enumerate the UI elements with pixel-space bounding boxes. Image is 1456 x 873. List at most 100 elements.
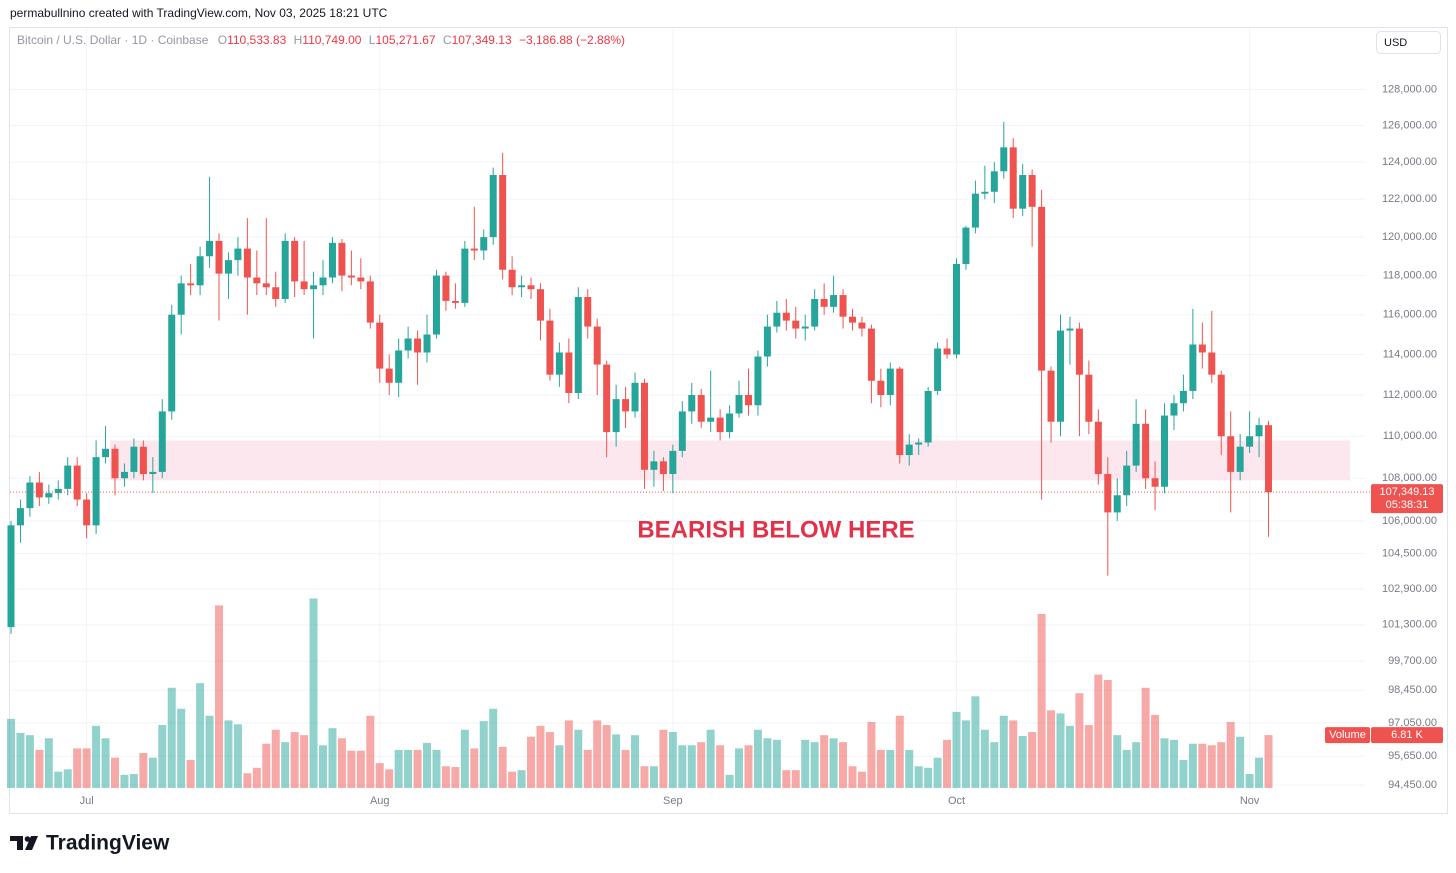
volume-bar — [290, 732, 299, 788]
volume-bar — [820, 735, 829, 788]
volume-bar — [555, 745, 564, 788]
grid-layer — [10, 28, 1365, 790]
volume-bar — [1169, 739, 1178, 788]
volume-bar — [829, 738, 838, 788]
candle-body — [376, 322, 384, 369]
candle-body — [442, 275, 450, 301]
candle-body — [414, 338, 422, 353]
volume-bar — [1151, 714, 1160, 788]
volume-bar — [735, 748, 744, 788]
overlay-layer: Jul Aug Sep Oct Nov BEARISH BELOW HERE 128,000… — [10, 83, 1443, 807]
volume-bar — [1264, 735, 1273, 788]
candle-body — [139, 446, 147, 475]
candle-body — [234, 248, 242, 261]
volume-bar — [498, 746, 507, 788]
currency[interactable]: USD — [1384, 37, 1407, 49]
volume-bar — [924, 767, 933, 788]
candle-body — [934, 348, 942, 391]
volume-bar — [810, 742, 819, 788]
candle-body — [773, 312, 781, 327]
candle-body — [697, 395, 705, 422]
volume-bar — [678, 745, 687, 788]
volume-bar — [687, 745, 696, 788]
candle-body — [224, 260, 232, 274]
volume-bar — [186, 760, 195, 788]
candle-body — [395, 350, 403, 383]
candle-body — [527, 285, 535, 290]
candle-body — [168, 314, 176, 412]
candle-body — [716, 417, 724, 433]
candle-body — [187, 283, 195, 286]
volume-bar — [1188, 743, 1197, 788]
candle-body — [73, 465, 81, 500]
volume-bar — [281, 742, 290, 788]
candle-body — [243, 248, 251, 278]
candle-body — [1170, 403, 1178, 416]
candle-body — [574, 297, 582, 393]
candle-body — [300, 281, 308, 290]
candle-body — [1179, 390, 1187, 404]
candle-body — [366, 281, 374, 323]
candle-body — [943, 348, 951, 355]
candle-body — [763, 326, 771, 357]
volume-bar — [148, 757, 157, 788]
volume-bar — [489, 708, 498, 788]
candle-body — [792, 320, 800, 329]
volume-bar — [697, 742, 706, 788]
candle-body — [54, 488, 62, 494]
volume-bar — [839, 742, 848, 788]
volume-bar — [1255, 757, 1264, 788]
y-tick-label: 98,450.00 — [1388, 684, 1437, 696]
volume-bar — [1009, 720, 1018, 788]
volume-bar — [1084, 725, 1093, 788]
y-tick-label: 128,000.00 — [1382, 83, 1437, 95]
volume-bar — [1179, 760, 1188, 788]
volume-bar — [763, 738, 772, 788]
candle-body — [1208, 352, 1216, 375]
y-tick-label: 102,900.00 — [1382, 583, 1437, 595]
volume-bar — [167, 687, 176, 788]
volume-bar — [905, 749, 914, 788]
annotation: BEARISH BELOW HERE — [637, 516, 914, 543]
volume-bar — [895, 715, 904, 788]
volume-bar — [375, 763, 384, 788]
candle-body — [839, 295, 847, 317]
candle-body — [1019, 175, 1027, 209]
volume-bar — [1047, 710, 1056, 788]
volume-bar — [1132, 742, 1141, 788]
volume-bar — [706, 729, 715, 788]
volume-bar — [441, 766, 450, 788]
countdown: 05:38:31 — [1386, 499, 1429, 511]
candle-body — [1151, 478, 1159, 487]
candle-body — [1104, 474, 1112, 513]
y-tick-label: 108,000.00 — [1382, 472, 1437, 484]
candle-body — [432, 275, 440, 335]
candle-body — [347, 275, 355, 278]
candle-body — [26, 482, 34, 509]
volume-bar — [337, 738, 346, 788]
candle-body — [92, 457, 100, 526]
volume-bar — [602, 725, 611, 788]
volume-value-box — [1371, 727, 1443, 744]
volume-bar — [1236, 736, 1245, 788]
candle-body — [1085, 374, 1093, 422]
volume-bar — [413, 749, 422, 788]
currency-button[interactable] — [1376, 31, 1441, 54]
x-tick-label: Sep — [663, 795, 683, 807]
candle-body — [1265, 425, 1273, 493]
volume-bar — [233, 724, 242, 788]
volume-bar — [744, 745, 753, 788]
candle-body — [149, 471, 157, 475]
candle-body — [555, 352, 563, 375]
candle-body — [499, 175, 507, 270]
volume-bar — [971, 696, 980, 788]
volume-bar — [1245, 774, 1254, 788]
candle-body — [1132, 423, 1140, 466]
ohlc-value: 107,349.13 — [452, 33, 512, 47]
candle-body — [215, 240, 223, 274]
volume-bar — [943, 739, 952, 788]
candle-body — [584, 297, 592, 327]
volume-bar — [470, 748, 479, 788]
volume-bar — [508, 771, 517, 788]
